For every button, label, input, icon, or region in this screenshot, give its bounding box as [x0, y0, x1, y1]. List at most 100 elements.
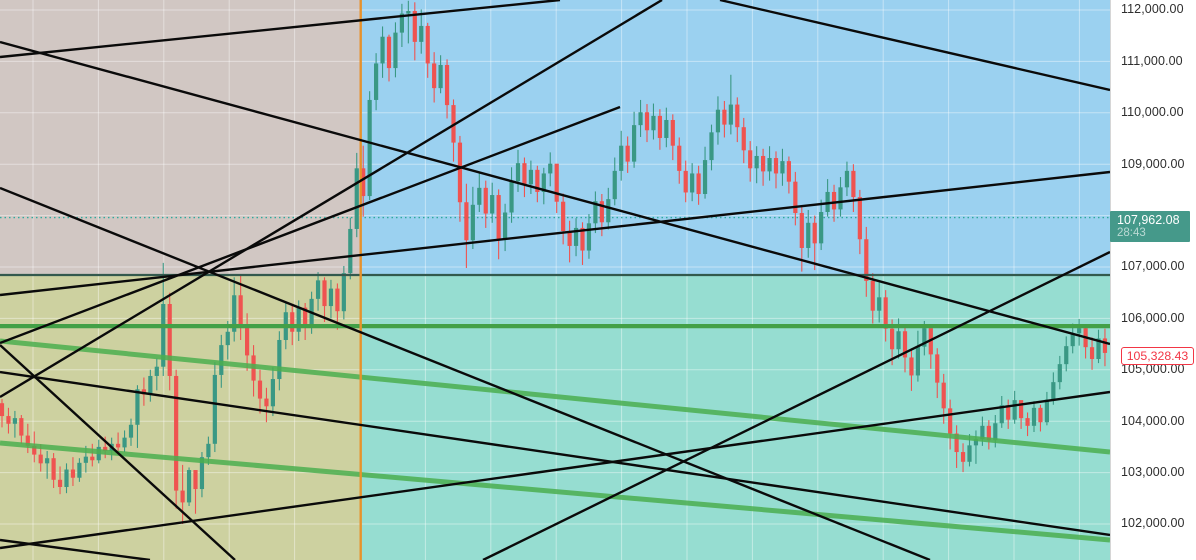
candle-body — [77, 462, 82, 478]
black-trend-line-3[interactable] — [719, 0, 1110, 92]
price-axis-label-107000: 107,000.00 — [1121, 259, 1185, 274]
candle-body — [212, 374, 217, 444]
candle-body — [70, 469, 76, 478]
green-trend-line-1[interactable] — [0, 338, 1110, 455]
price-axis-label-111000: 111,000.00 — [1121, 53, 1183, 68]
candle-body — [644, 112, 650, 131]
price-axis-label-103000: 103,000.00 — [1121, 465, 1185, 480]
black-trend-line-2[interactable] — [0, 40, 1110, 346]
black-trend-line-6[interactable] — [0, 186, 931, 560]
candle-body — [677, 145, 682, 171]
candle-body — [296, 307, 301, 332]
candle-body — [793, 181, 798, 214]
black-trend-line-9[interactable] — [0, 370, 1110, 537]
candle-body — [457, 142, 463, 203]
candle-body — [670, 119, 675, 146]
price-axis-label-110000: 110,000.00 — [1121, 105, 1184, 120]
candle-body — [477, 187, 482, 205]
candle-body — [902, 331, 908, 358]
lower-right-zone-background — [360, 274, 1110, 560]
candle-body — [541, 173, 546, 192]
candle-body — [38, 454, 43, 464]
candle-body — [277, 339, 282, 380]
candle-body — [393, 32, 398, 69]
candle-body — [773, 158, 779, 174]
candle-body — [490, 195, 495, 214]
candle-series[interactable] — [0, 0, 1108, 524]
candle-body — [864, 239, 869, 281]
candle-body — [761, 155, 766, 172]
candle-body — [522, 163, 527, 185]
candle-body — [509, 181, 514, 213]
candle-body — [32, 445, 37, 455]
candle-body — [754, 155, 759, 169]
candle-body — [399, 13, 404, 33]
candle-body — [909, 357, 914, 376]
candle-body — [554, 163, 559, 202]
candle-body — [741, 127, 746, 151]
candle-body — [425, 25, 430, 64]
candle-body — [799, 213, 804, 248]
candle-body — [935, 354, 940, 383]
black-trend-line-1[interactable] — [0, 0, 561, 59]
candle-body — [374, 63, 379, 100]
candle-body — [819, 211, 824, 244]
price-axis-label-109000: 109,000.00 — [1121, 156, 1185, 171]
candle-body — [470, 204, 475, 241]
candle-body — [954, 433, 959, 453]
candle-body — [535, 169, 540, 192]
upper-left-zone-background — [0, 0, 361, 275]
candle-body — [612, 170, 617, 200]
candle-body — [354, 168, 359, 229]
candle-body — [651, 115, 656, 131]
price-axis-panel[interactable]: 112,000.00 111,000.00 110,000.00 109,000.00… — [1110, 0, 1196, 560]
candle-body — [1019, 400, 1024, 419]
black-trend-line-12[interactable] — [482, 250, 1110, 560]
last-price-label: 105,328.43 — [1121, 346, 1194, 365]
black-trend-line-10[interactable] — [0, 538, 151, 560]
candle-body — [322, 280, 327, 307]
candle-body — [767, 158, 772, 172]
price-axis-label-112000: 112,000.00 — [1121, 2, 1184, 17]
candle-body — [432, 63, 437, 89]
black-trend-line-7[interactable] — [0, 170, 1110, 297]
price-axis-label-105000: 105,000.00 — [1121, 362, 1185, 377]
candle-body — [1096, 338, 1101, 360]
candle-body — [580, 227, 585, 251]
candle-body — [690, 173, 695, 193]
current-price-value: 107,962.08 — [1117, 213, 1180, 228]
candle-body — [238, 295, 243, 328]
candle-body — [1070, 333, 1075, 347]
candle-body — [161, 304, 166, 367]
candle-body — [57, 479, 63, 487]
candle-body — [657, 115, 662, 138]
candle-body — [154, 366, 159, 376]
green-trend-line-2[interactable] — [0, 440, 1110, 543]
candle-body — [90, 456, 95, 461]
candle-body — [141, 389, 146, 395]
candle-body — [341, 273, 346, 312]
candle-body — [638, 112, 643, 126]
black-trend-line-4[interactable] — [0, 0, 663, 399]
candle-body — [1089, 347, 1095, 360]
candle-body — [1051, 382, 1056, 400]
black-trend-line-8[interactable] — [0, 390, 1110, 550]
candle-body — [367, 99, 372, 197]
black-trend-line-11[interactable] — [0, 344, 236, 560]
candle-body — [941, 382, 946, 409]
candle-body — [548, 163, 553, 174]
candlestick-chart-canvas[interactable] — [0, 0, 1110, 560]
chart-area[interactable] — [0, 0, 1110, 560]
candle-body — [999, 405, 1004, 424]
candle-body — [896, 331, 901, 350]
candle-body — [174, 375, 179, 491]
black-trend-line-5[interactable] — [0, 105, 621, 345]
candle-body — [1057, 364, 1062, 383]
candle-body — [64, 469, 69, 487]
current-price-badge: 107,962.08 28:43 — [1110, 211, 1190, 243]
candle-body — [103, 446, 108, 452]
price-axis-label-106000: 106,000.00 — [1121, 310, 1185, 325]
candle-body — [128, 424, 134, 438]
candle-body — [1025, 418, 1030, 426]
candle-body — [702, 160, 708, 195]
